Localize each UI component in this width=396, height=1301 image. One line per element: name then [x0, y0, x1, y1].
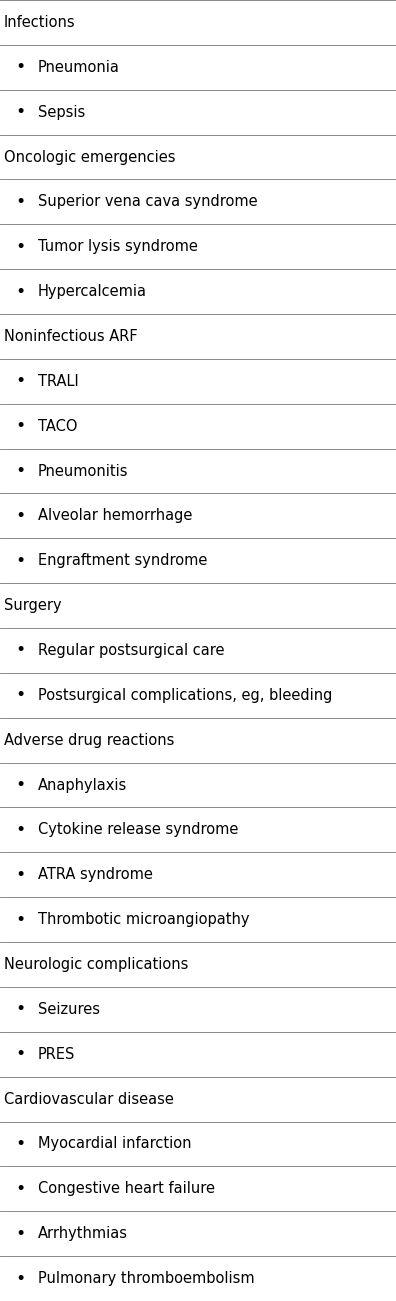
- Text: Cytokine release syndrome: Cytokine release syndrome: [38, 822, 238, 838]
- Text: •: •: [15, 1180, 25, 1198]
- Text: •: •: [15, 821, 25, 839]
- Text: Anaphylaxis: Anaphylaxis: [38, 778, 127, 792]
- Text: Arrhythmias: Arrhythmias: [38, 1226, 128, 1241]
- Text: •: •: [15, 462, 25, 480]
- Text: TACO: TACO: [38, 419, 78, 433]
- Text: Noninfectious ARF: Noninfectious ARF: [4, 329, 138, 343]
- Text: ATRA syndrome: ATRA syndrome: [38, 868, 153, 882]
- Text: Tumor lysis syndrome: Tumor lysis syndrome: [38, 239, 198, 254]
- Text: Congestive heart failure: Congestive heart failure: [38, 1181, 215, 1197]
- Text: Myocardial infarction: Myocardial infarction: [38, 1137, 192, 1151]
- Text: •: •: [15, 1224, 25, 1242]
- Text: Engraftment syndrome: Engraftment syndrome: [38, 553, 208, 569]
- Text: •: •: [15, 911, 25, 929]
- Text: •: •: [15, 1270, 25, 1288]
- Text: Regular postsurgical care: Regular postsurgical care: [38, 643, 225, 658]
- Text: Infections: Infections: [4, 14, 76, 30]
- Text: TRALI: TRALI: [38, 373, 79, 389]
- Text: Sepsis: Sepsis: [38, 104, 85, 120]
- Text: •: •: [15, 507, 25, 524]
- Text: •: •: [15, 59, 25, 77]
- Text: •: •: [15, 1045, 25, 1063]
- Text: Adverse drug reactions: Adverse drug reactions: [4, 732, 174, 748]
- Text: Superior vena cava syndrome: Superior vena cava syndrome: [38, 194, 258, 209]
- Text: •: •: [15, 1134, 25, 1153]
- Text: •: •: [15, 372, 25, 390]
- Text: Pneumonia: Pneumonia: [38, 60, 120, 74]
- Text: •: •: [15, 552, 25, 570]
- Text: Pulmonary thromboembolism: Pulmonary thromboembolism: [38, 1271, 255, 1285]
- Text: Oncologic emergencies: Oncologic emergencies: [4, 150, 175, 164]
- Text: Cardiovascular disease: Cardiovascular disease: [4, 1092, 174, 1107]
- Text: Seizures: Seizures: [38, 1002, 100, 1017]
- Text: Postsurgical complications, eg, bleeding: Postsurgical complications, eg, bleeding: [38, 688, 332, 703]
- Text: •: •: [15, 1000, 25, 1019]
- Text: Hypercalcemia: Hypercalcemia: [38, 284, 147, 299]
- Text: •: •: [15, 103, 25, 121]
- Text: Surgery: Surgery: [4, 598, 62, 613]
- Text: •: •: [15, 282, 25, 301]
- Text: •: •: [15, 687, 25, 704]
- Text: •: •: [15, 238, 25, 256]
- Text: •: •: [15, 641, 25, 660]
- Text: •: •: [15, 418, 25, 435]
- Text: PRES: PRES: [38, 1047, 75, 1062]
- Text: •: •: [15, 193, 25, 211]
- Text: Alveolar hemorrhage: Alveolar hemorrhage: [38, 509, 192, 523]
- Text: •: •: [15, 865, 25, 883]
- Text: Thrombotic microangiopathy: Thrombotic microangiopathy: [38, 912, 249, 928]
- Text: Pneumonitis: Pneumonitis: [38, 463, 128, 479]
- Text: •: •: [15, 777, 25, 794]
- Text: Neurologic complications: Neurologic complications: [4, 958, 188, 972]
